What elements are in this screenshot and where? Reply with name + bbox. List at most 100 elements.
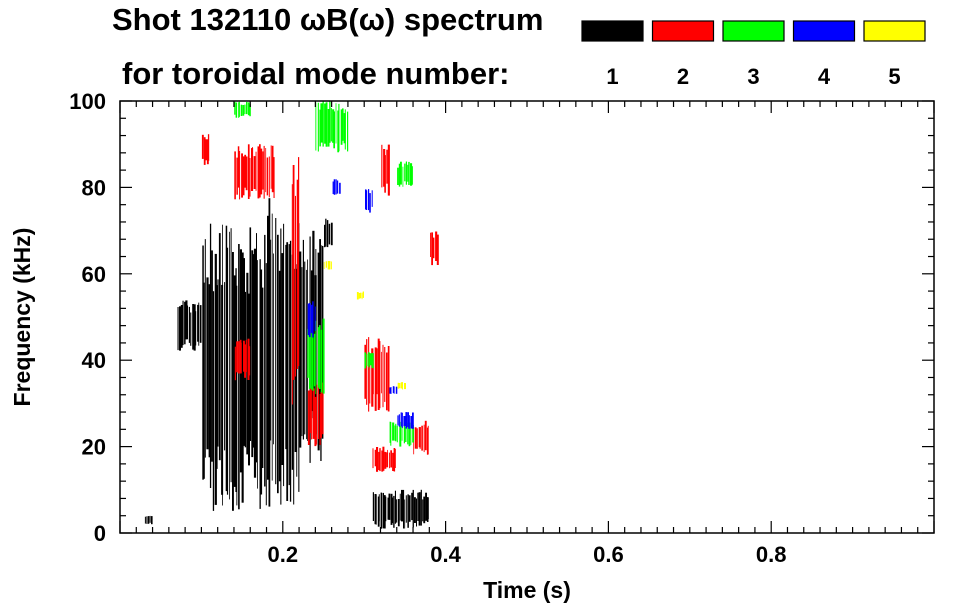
mode-3-streak xyxy=(238,102,240,118)
mode-4-streak xyxy=(400,412,402,427)
mode-1-streak xyxy=(289,240,292,502)
spectrogram-marks xyxy=(144,101,439,529)
mode-3-region xyxy=(234,101,251,118)
mode-3-region xyxy=(364,352,374,369)
mode-1-region xyxy=(177,300,202,351)
mode-2-streak xyxy=(387,346,390,412)
mode-1-streak xyxy=(387,497,389,520)
legend-swatch-mode-5 xyxy=(863,20,926,42)
mode-1-streak xyxy=(257,260,258,489)
mode-1-streak xyxy=(401,489,403,522)
mode-3-streak xyxy=(249,104,251,117)
mode-2-region xyxy=(234,144,275,200)
mode-2-streak xyxy=(378,451,380,470)
mode-1-streak xyxy=(149,515,151,523)
mode-4-region xyxy=(397,412,414,429)
mode-1-streak xyxy=(193,304,196,351)
mode-2-streak xyxy=(389,452,390,469)
mode-2-streak xyxy=(372,448,374,469)
mode-2-streak xyxy=(309,388,312,434)
mode-2-streak xyxy=(242,156,245,196)
mode-3-streak xyxy=(234,101,236,115)
mode-2-streak xyxy=(383,149,386,187)
legend-label-mode-3: 3 xyxy=(747,64,759,89)
mode-1-streak xyxy=(426,497,429,522)
mode-3-streak xyxy=(411,166,413,185)
mode-3-streak xyxy=(324,103,327,144)
mode-5-region xyxy=(356,291,364,300)
mode-1-streak xyxy=(288,244,290,486)
mode-2-streak xyxy=(319,394,321,445)
mode-1-streak xyxy=(304,261,306,435)
mode-1-streak xyxy=(416,498,417,527)
mode-3-streak xyxy=(364,352,366,369)
mode-1-streak xyxy=(253,248,257,478)
mode-3-streak xyxy=(322,318,325,394)
mode-3-streak xyxy=(340,109,343,145)
mode-1-streak xyxy=(221,284,224,495)
mode-1-streak xyxy=(374,494,377,525)
mode-4-streak xyxy=(389,387,392,394)
mode-1-streak xyxy=(299,251,302,448)
mode-2-streak xyxy=(236,341,238,373)
mode-2-streak xyxy=(234,346,236,381)
mode-2-streak xyxy=(255,151,257,191)
mode-2-streak xyxy=(203,137,206,165)
mode-2-streak xyxy=(206,139,209,165)
mode-1-streak xyxy=(283,223,285,487)
mode-3-streak xyxy=(366,353,368,367)
mode-1-streak xyxy=(259,259,261,509)
mode-2-streak xyxy=(381,450,384,472)
mode-2-streak xyxy=(265,148,267,193)
mode-2-streak xyxy=(307,390,310,445)
mode-3-streak xyxy=(319,109,321,147)
mode-1-streak xyxy=(209,223,212,488)
mode-2-streak xyxy=(244,344,247,378)
x-tick-label: 0.2 xyxy=(268,542,299,567)
mode-1-streak xyxy=(407,494,409,528)
mode-5-streak xyxy=(361,292,363,300)
mode-2-streak xyxy=(387,144,390,196)
mode-2-streak xyxy=(240,342,242,374)
mode-2-streak xyxy=(427,425,429,455)
mode-3-region xyxy=(397,161,413,187)
mode-3-streak xyxy=(330,108,332,142)
mode-5-streak xyxy=(404,383,406,390)
mode-3-region xyxy=(389,421,414,447)
mode-1-streak xyxy=(397,499,400,527)
mode-2-region xyxy=(201,134,210,165)
mode-1-streak xyxy=(212,291,215,511)
mode-1-streak xyxy=(380,492,382,529)
mode-1-streak xyxy=(404,499,406,529)
y-tick-label: 100 xyxy=(69,89,106,114)
mode-4-streak xyxy=(407,412,409,428)
mode-3-streak xyxy=(390,422,392,446)
mode-1-streak xyxy=(224,282,226,451)
mode-1-streak xyxy=(180,305,183,348)
mode-1-streak xyxy=(420,489,422,526)
mode-4-streak xyxy=(365,189,367,210)
legend-swatch-mode-4 xyxy=(792,20,856,42)
mode-5-streak xyxy=(358,293,361,299)
mode-1-streak xyxy=(198,302,200,346)
mode-1-streak xyxy=(186,305,188,340)
mode-1-streak xyxy=(190,312,192,346)
mode-1-streak xyxy=(188,306,190,343)
mode-2-streak xyxy=(260,148,263,195)
mode-2-streak xyxy=(257,146,260,199)
mode-3-streak xyxy=(307,328,309,378)
mode-3-streak xyxy=(398,163,401,187)
mode-1-streak xyxy=(388,493,391,520)
mode-2-region xyxy=(291,157,300,405)
mode-3-streak xyxy=(235,102,238,118)
mode-2-streak xyxy=(239,339,242,374)
mode-2-streak xyxy=(379,341,381,409)
mode-2-streak xyxy=(268,156,270,198)
mode-4-streak xyxy=(333,179,336,195)
mode-5-streak xyxy=(359,292,362,299)
mode-2-streak xyxy=(392,452,395,471)
mode-1-streak xyxy=(394,490,396,524)
mode-2-streak xyxy=(386,352,388,411)
mode-1-streak xyxy=(281,253,284,465)
mode-2-streak xyxy=(421,425,423,451)
